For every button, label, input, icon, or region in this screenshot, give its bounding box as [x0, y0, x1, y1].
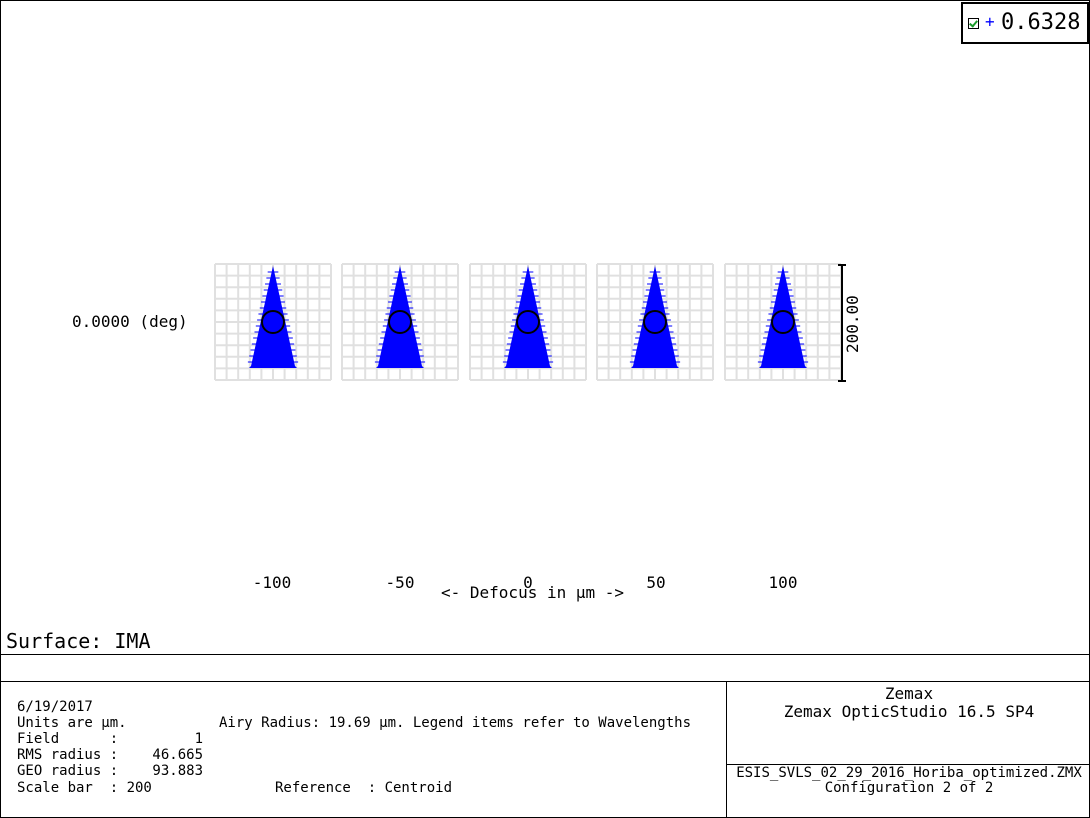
geo-radius-value: 93.883 — [152, 763, 203, 779]
field-value: 1 — [194, 731, 203, 747]
units-text: Units are µm. — [17, 715, 127, 731]
spot-diagram — [631, 266, 679, 368]
wavelength-legend[interactable]: + 0.6328 — [961, 2, 1089, 44]
defocus-tick-label: 0 — [523, 573, 533, 592]
scale-bar-label: 200.00 — [843, 295, 862, 353]
airy-disk-circle — [261, 310, 285, 334]
airy-disk-circle — [388, 310, 412, 334]
company-name: Zemax — [884, 684, 934, 703]
defocus-axis-label: <- Defocus in µm -> — [441, 583, 625, 602]
divider — [727, 764, 1090, 765]
divider — [0, 681, 1090, 682]
divider — [726, 682, 727, 818]
rms-radius-key: RMS radius : — [17, 747, 119, 763]
defocus-tick-label: 50 — [646, 573, 666, 592]
geo-radius-key: GEO radius : — [17, 763, 119, 779]
spot-diagram — [376, 266, 424, 368]
product-version: Zemax OpticStudio 16.5 SP4 — [783, 702, 1035, 721]
spot-diagram — [504, 266, 552, 368]
airy-disk-circle — [643, 310, 667, 334]
airy-disk-circle — [516, 310, 540, 334]
divider — [0, 654, 1090, 655]
reference-text: Reference : Centroid — [275, 780, 453, 796]
through-focus-spot-plot — [214, 263, 846, 382]
surface-label: Surface: IMA — [6, 629, 151, 653]
airy-radius-text: Airy Radius: 19.69 µm. Legend items refe… — [219, 715, 692, 731]
legend-checkbox[interactable] — [968, 18, 979, 29]
rms-radius-value: 46.665 — [152, 747, 203, 763]
defocus-tick-label: -100 — [252, 573, 292, 592]
spot-diagram — [759, 266, 807, 368]
field-angle-label: 0.0000 (deg) — [72, 312, 188, 331]
spot-diagram — [249, 266, 297, 368]
file-name: ESIS_SVLS_02_29_2016_Horiba_optimized.ZM… — [736, 765, 1082, 781]
scale-bar-text: Scale bar : 200 — [17, 780, 152, 796]
airy-disk-circle — [771, 310, 795, 334]
date-text: 6/19/2017 — [17, 699, 93, 715]
field-key: Field : — [17, 731, 119, 747]
configuration-text: Configuration 2 of 2 — [824, 780, 994, 796]
defocus-tick-label: 100 — [768, 573, 798, 592]
defocus-tick-label: -50 — [385, 573, 415, 592]
legend-wavelength-value: 0.6328 — [1001, 10, 1081, 35]
ray-plus-marker-icon: + — [985, 12, 995, 31]
